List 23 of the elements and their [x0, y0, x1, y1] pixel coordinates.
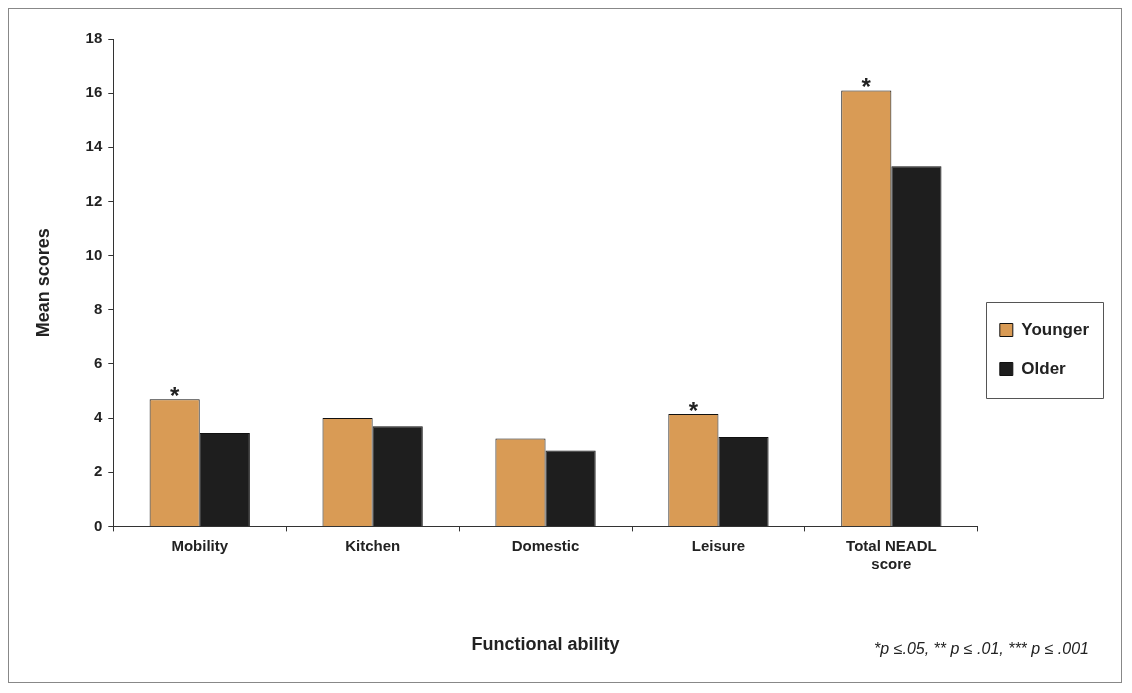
- y-tick-label: 6: [93, 354, 103, 372]
- y-tick-label: 4: [93, 408, 103, 426]
- x-tick-label: Kitchen: [345, 536, 401, 554]
- text: *p ≤.05, ** p ≤ .01, *** p ≤ .001: [874, 640, 1089, 658]
- x-tick-label: Domestic: [511, 536, 580, 554]
- x-tick-label: Mobility: [171, 536, 229, 554]
- y-tick-label: 0: [93, 516, 103, 534]
- x-tick-label: Leisure: [691, 536, 746, 554]
- annotation: *: [169, 381, 180, 409]
- y-tick-label: 16: [85, 83, 103, 101]
- annotation: *: [688, 396, 699, 424]
- legend-label: Older: [1021, 358, 1067, 378]
- y-axis-title: Mean scores: [32, 228, 53, 338]
- y-tick-label: 14: [85, 137, 103, 155]
- y-tick-label: 8: [93, 299, 103, 317]
- legend-label: Younger: [1021, 319, 1090, 339]
- y-tick-label: 18: [85, 29, 103, 47]
- x-tick-label: Total NEADL score: [846, 536, 937, 572]
- y-tick-label: 10: [85, 245, 103, 263]
- x-axis-title: Functional ability: [471, 634, 620, 655]
- annotation: *: [861, 73, 872, 101]
- y-tick-label: 2: [93, 462, 103, 480]
- y-tick-label: 12: [85, 191, 103, 209]
